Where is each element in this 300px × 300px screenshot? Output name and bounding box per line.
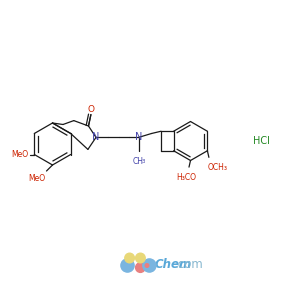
Text: N: N: [135, 131, 142, 142]
Text: MeO: MeO: [11, 150, 28, 159]
Circle shape: [136, 253, 145, 263]
Text: 3: 3: [142, 159, 145, 164]
Text: .com: .com: [175, 258, 204, 271]
Text: MeO: MeO: [28, 174, 45, 183]
Text: Chem: Chem: [155, 258, 192, 271]
Circle shape: [136, 263, 145, 272]
Circle shape: [145, 264, 149, 267]
Circle shape: [143, 259, 156, 272]
Text: H₃CO: H₃CO: [177, 173, 196, 182]
Circle shape: [121, 259, 134, 272]
Circle shape: [125, 253, 134, 263]
Text: OCH₃: OCH₃: [208, 163, 228, 172]
Text: CH: CH: [133, 157, 144, 166]
Text: N: N: [92, 132, 100, 142]
Text: O: O: [87, 105, 94, 114]
Text: HCl: HCl: [253, 136, 269, 146]
